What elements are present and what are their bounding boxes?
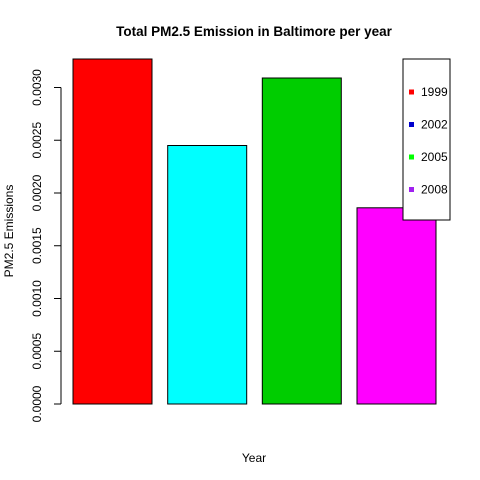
bar-2005 xyxy=(261,77,342,405)
legend-label: 2005 xyxy=(421,150,448,164)
legend: 1999 2002 2005 2008 xyxy=(402,58,451,221)
y-tick-label: 0.0015 xyxy=(30,227,44,264)
legend-label: 1999 xyxy=(421,85,448,99)
y-tick-label: 0.0005 xyxy=(30,333,44,370)
y-tick-label: 0.0000 xyxy=(30,385,44,422)
bars xyxy=(72,58,437,405)
y-axis: 0.0000 0.0005 0.0010 0.0015 0.0020 0.0025 0.00… xyxy=(30,69,62,422)
y-tick-label: 0.0025 xyxy=(30,122,44,159)
bar-2008 xyxy=(356,207,437,405)
bar-2002 xyxy=(167,145,248,405)
y-tick-label: 0.0030 xyxy=(30,69,44,106)
y-axis-label: PM2.5 Emissions xyxy=(2,185,16,278)
y-tick-label: 0.0020 xyxy=(30,174,44,211)
legend-swatch xyxy=(409,122,414,127)
legend-swatch xyxy=(409,187,414,192)
legend-swatch xyxy=(409,154,414,160)
legend-box xyxy=(402,58,451,221)
legend-swatch xyxy=(409,89,414,95)
bar-1999 xyxy=(72,58,153,405)
x-axis-label: Year xyxy=(242,451,266,465)
y-tick-label: 0.0010 xyxy=(30,280,44,317)
legend-label: 2008 xyxy=(421,183,448,197)
legend-label: 2002 xyxy=(421,118,448,132)
chart-title: Total PM2.5 Emission in Baltimore per ye… xyxy=(116,24,393,39)
